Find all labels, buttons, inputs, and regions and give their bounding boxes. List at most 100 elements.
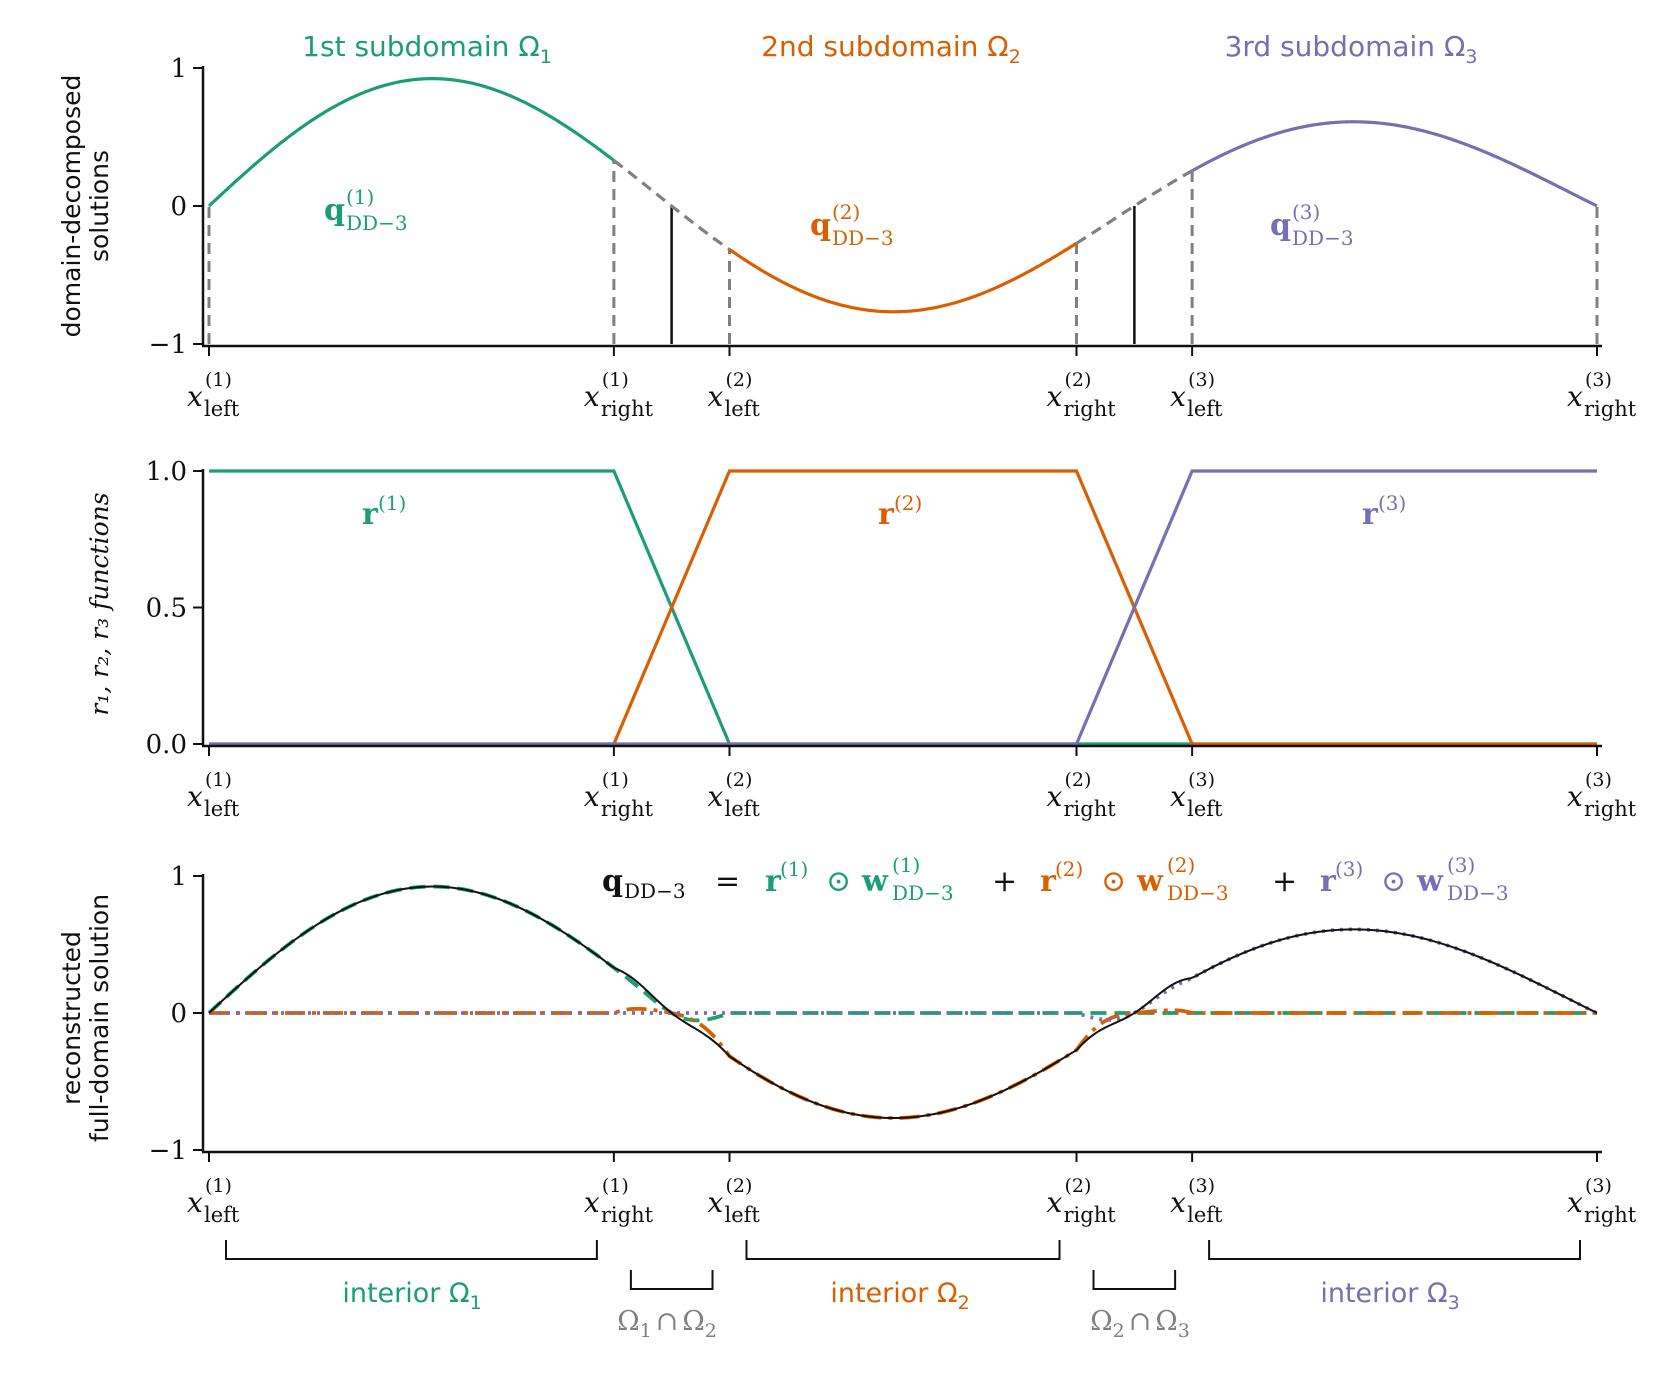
region-braces	[225, 1240, 1581, 1290]
svg-text:w: w	[1136, 864, 1164, 899]
region-brace	[745, 1240, 1061, 1260]
svg-text:q: q	[602, 864, 623, 899]
svg-text:(2): (2)	[1065, 369, 1092, 391]
series-overlap-2-3	[1075, 169, 1193, 245]
x-tick-label-right: x (2) right	[1047, 369, 1117, 421]
svg-text:(3): (3)	[1585, 769, 1612, 791]
brace-label-overlap-12: Ω1 ∩ Ω2	[617, 1306, 717, 1342]
svg-text:w: w	[1416, 864, 1444, 899]
curve-label-q3: q (3) DD−3	[1270, 200, 1354, 250]
x-tick-label-right: x (1) right	[584, 1175, 654, 1227]
reconstructed-solution	[208, 885, 1598, 1120]
bottom-axes: −1 0 1	[149, 862, 1602, 1166]
top-panel: −101 x (1)left x (1)right x (2)left x (2)right x…	[57, 30, 1637, 421]
svg-text:(3): (3)	[1335, 857, 1363, 881]
svg-text:x: x	[1567, 780, 1583, 813]
curve-label-q2: q (2) DD−3	[810, 200, 894, 250]
subdomain-title-2: 2nd subdomain Ω2	[761, 30, 1021, 68]
svg-text:r: r	[362, 497, 379, 532]
svg-text:⊙: ⊙	[826, 864, 851, 899]
svg-text:(2): (2)	[1055, 857, 1083, 881]
x-tick-label-left: x (1) left	[187, 1175, 240, 1227]
svg-text:(3): (3)	[1292, 200, 1320, 224]
svg-text:(1): (1)	[780, 857, 808, 881]
series-r2-w2	[209, 1006, 1597, 1120]
brace-label-interior-1: interior Ω1	[342, 1278, 481, 1314]
svg-text:(1): (1)	[205, 1175, 232, 1197]
x-tick-label-left: x (2) left	[708, 1175, 761, 1227]
svg-text:x: x	[1567, 380, 1583, 413]
x-tick-label-right: x (3) right	[1567, 369, 1637, 421]
svg-text:x: x	[584, 780, 600, 813]
middle-y-label: r₁, r₂, r₃ functions	[85, 492, 114, 715]
svg-text:q: q	[324, 193, 345, 228]
svg-text:left: left	[1187, 397, 1223, 421]
svg-text:x: x	[1047, 780, 1063, 813]
bottom-curves	[207, 884, 1598, 1120]
svg-text:x: x	[1567, 1186, 1583, 1219]
svg-text:(3): (3)	[1188, 369, 1215, 391]
svg-text:DD−3: DD−3	[624, 879, 686, 903]
svg-text:DD−3: DD−3	[1167, 881, 1229, 905]
svg-text:DD−3: DD−3	[1447, 881, 1509, 905]
svg-text:left: left	[204, 797, 240, 821]
top-curves	[207, 77, 1599, 344]
svg-text:(1): (1)	[892, 853, 920, 877]
svg-text:(2): (2)	[1167, 853, 1195, 877]
svg-text:right: right	[1064, 397, 1117, 421]
x-tick-label-right: x (2) right	[1047, 769, 1117, 821]
brace-label-overlap-23: Ω2 ∩ Ω3	[1090, 1306, 1190, 1342]
series-q-2-dd-3	[728, 241, 1078, 314]
series-overlap-1-2	[612, 159, 731, 251]
svg-text:x: x	[708, 380, 724, 413]
svg-text:(3): (3)	[1585, 369, 1612, 391]
svg-text:(1): (1)	[602, 769, 629, 791]
svg-text:(1): (1)	[346, 185, 374, 209]
x-tick-label-left: x (3) left	[1170, 369, 1223, 421]
svg-text:x: x	[584, 1186, 600, 1219]
svg-text:r: r	[765, 864, 782, 899]
svg-text:x: x	[1170, 380, 1186, 413]
svg-text:left: left	[1187, 1203, 1223, 1227]
svg-text:x: x	[584, 380, 600, 413]
svg-text:r: r	[1040, 864, 1057, 899]
y-tick-label: 0	[170, 999, 187, 1029]
reconstruction-equation: q DD−3 = r (1) ⊙ w (1) DD−3 + r (2) ⊙ w …	[602, 853, 1509, 905]
x-tick-label-right: x (1) right	[584, 769, 654, 821]
svg-text:DD−3: DD−3	[892, 881, 954, 905]
top-y-label: domain-decomposed	[57, 75, 86, 338]
y-tick-label: 1.0	[146, 457, 187, 487]
svg-text:(2): (2)	[1065, 1175, 1092, 1197]
svg-text:right: right	[1584, 397, 1637, 421]
region-brace	[1208, 1240, 1581, 1260]
svg-text:right: right	[601, 397, 654, 421]
x-tick-label-left: x (1) left	[187, 769, 240, 821]
svg-text:x: x	[1047, 380, 1063, 413]
curve-label-r2: r (2)	[878, 491, 922, 532]
x-tick-label-right: x (2) right	[1047, 1175, 1117, 1227]
svg-text:+: +	[992, 864, 1017, 899]
svg-text:DD−3: DD−3	[1292, 226, 1354, 250]
svg-text:(1): (1)	[205, 769, 232, 791]
svg-text:right: right	[1584, 797, 1637, 821]
subdomain-title-3: 3rd subdomain Ω3	[1225, 30, 1478, 68]
x-tick-label-right: x (3) right	[1567, 1175, 1637, 1227]
svg-text:(3): (3)	[1378, 491, 1406, 515]
x-tick-label-left: x (3) left	[1170, 1175, 1223, 1227]
svg-text:(2): (2)	[1065, 769, 1092, 791]
series-r1-w1	[207, 884, 1597, 1023]
svg-text:r: r	[1320, 864, 1337, 899]
svg-text:x: x	[187, 1186, 203, 1219]
series-q-3-dd-3	[1191, 120, 1598, 208]
svg-text:q: q	[1270, 208, 1291, 243]
svg-text:right: right	[601, 1203, 654, 1227]
y-tick-label: −1	[149, 1136, 187, 1166]
svg-text:(1): (1)	[205, 369, 232, 391]
svg-text:x: x	[708, 780, 724, 813]
middle-axes: 0.0 0.5 1.0	[146, 457, 1602, 760]
svg-text:DD−3: DD−3	[346, 211, 408, 235]
middle-panel: 0.00.51.0 x (1)left x (1)right x (2)left x (2)r…	[85, 457, 1637, 821]
svg-text:(3): (3)	[1585, 1175, 1612, 1197]
svg-text:(3): (3)	[1188, 1175, 1215, 1197]
